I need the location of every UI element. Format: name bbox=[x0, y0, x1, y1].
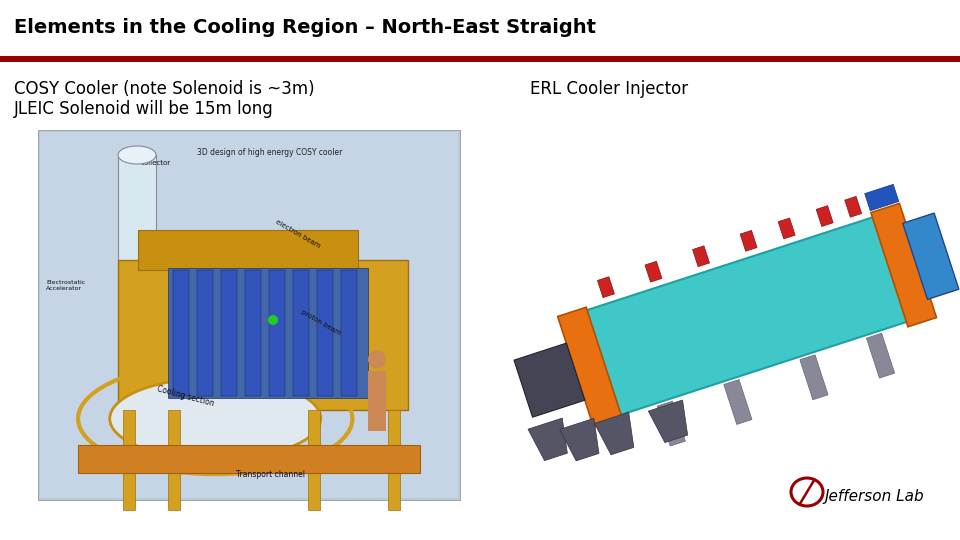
Bar bbox=[368, 370, 386, 430]
Bar bbox=[38, 130, 460, 500]
Polygon shape bbox=[597, 276, 614, 298]
Bar bbox=[269, 270, 285, 396]
Bar bbox=[293, 270, 309, 396]
Polygon shape bbox=[800, 355, 828, 400]
Text: Elements in the Cooling Region – North-East Straight: Elements in the Cooling Region – North-E… bbox=[14, 17, 596, 37]
Polygon shape bbox=[816, 206, 833, 226]
Bar bbox=[173, 270, 189, 396]
Text: collector: collector bbox=[141, 160, 171, 166]
Polygon shape bbox=[560, 418, 599, 461]
Text: Cooling section: Cooling section bbox=[156, 384, 215, 408]
Bar bbox=[40, 132, 458, 498]
Polygon shape bbox=[867, 333, 895, 378]
Text: COSY Cooler (note Solenoid is ~3m): COSY Cooler (note Solenoid is ~3m) bbox=[14, 80, 315, 98]
Polygon shape bbox=[871, 204, 937, 327]
Bar bbox=[221, 270, 237, 396]
Bar bbox=[500, 120, 940, 500]
Polygon shape bbox=[779, 218, 795, 239]
Bar bbox=[123, 410, 135, 510]
Bar bbox=[118, 155, 156, 265]
Text: 3D design of high energy COSY cooler: 3D design of high energy COSY cooler bbox=[198, 148, 343, 157]
Polygon shape bbox=[692, 246, 709, 267]
Polygon shape bbox=[740, 231, 757, 251]
Bar bbox=[0, 56, 960, 62]
Bar bbox=[388, 410, 400, 510]
Bar bbox=[0, 0, 960, 52]
Text: proton beam: proton beam bbox=[300, 309, 342, 336]
Polygon shape bbox=[724, 380, 752, 424]
Text: Jefferson Lab: Jefferson Lab bbox=[825, 489, 924, 504]
Polygon shape bbox=[514, 343, 585, 417]
Bar bbox=[197, 270, 213, 396]
Polygon shape bbox=[558, 307, 622, 427]
Polygon shape bbox=[564, 216, 911, 422]
Polygon shape bbox=[658, 401, 685, 446]
Polygon shape bbox=[648, 400, 687, 443]
Polygon shape bbox=[845, 197, 862, 217]
Bar bbox=[138, 230, 358, 270]
Bar bbox=[118, 260, 408, 410]
Text: ERL Cooler Injector: ERL Cooler Injector bbox=[530, 80, 688, 98]
Bar bbox=[78, 445, 420, 473]
Circle shape bbox=[268, 315, 278, 325]
Bar bbox=[317, 270, 333, 396]
Text: Electrostatic
Accelerator: Electrostatic Accelerator bbox=[46, 280, 85, 291]
Polygon shape bbox=[528, 418, 567, 461]
Text: electron beam: electron beam bbox=[275, 218, 321, 249]
Bar bbox=[341, 270, 357, 396]
Polygon shape bbox=[865, 184, 899, 211]
Ellipse shape bbox=[118, 146, 156, 164]
Text: Transport channel: Transport channel bbox=[235, 470, 304, 478]
Text: JLEIC Solenoid will be 15m long: JLEIC Solenoid will be 15m long bbox=[14, 100, 274, 118]
Ellipse shape bbox=[109, 378, 321, 460]
Bar bbox=[245, 270, 261, 396]
Polygon shape bbox=[645, 261, 662, 282]
Bar bbox=[308, 410, 320, 510]
Polygon shape bbox=[594, 412, 634, 455]
Bar bbox=[168, 410, 180, 510]
Bar bbox=[168, 268, 368, 398]
Circle shape bbox=[368, 350, 386, 368]
Polygon shape bbox=[902, 213, 959, 299]
